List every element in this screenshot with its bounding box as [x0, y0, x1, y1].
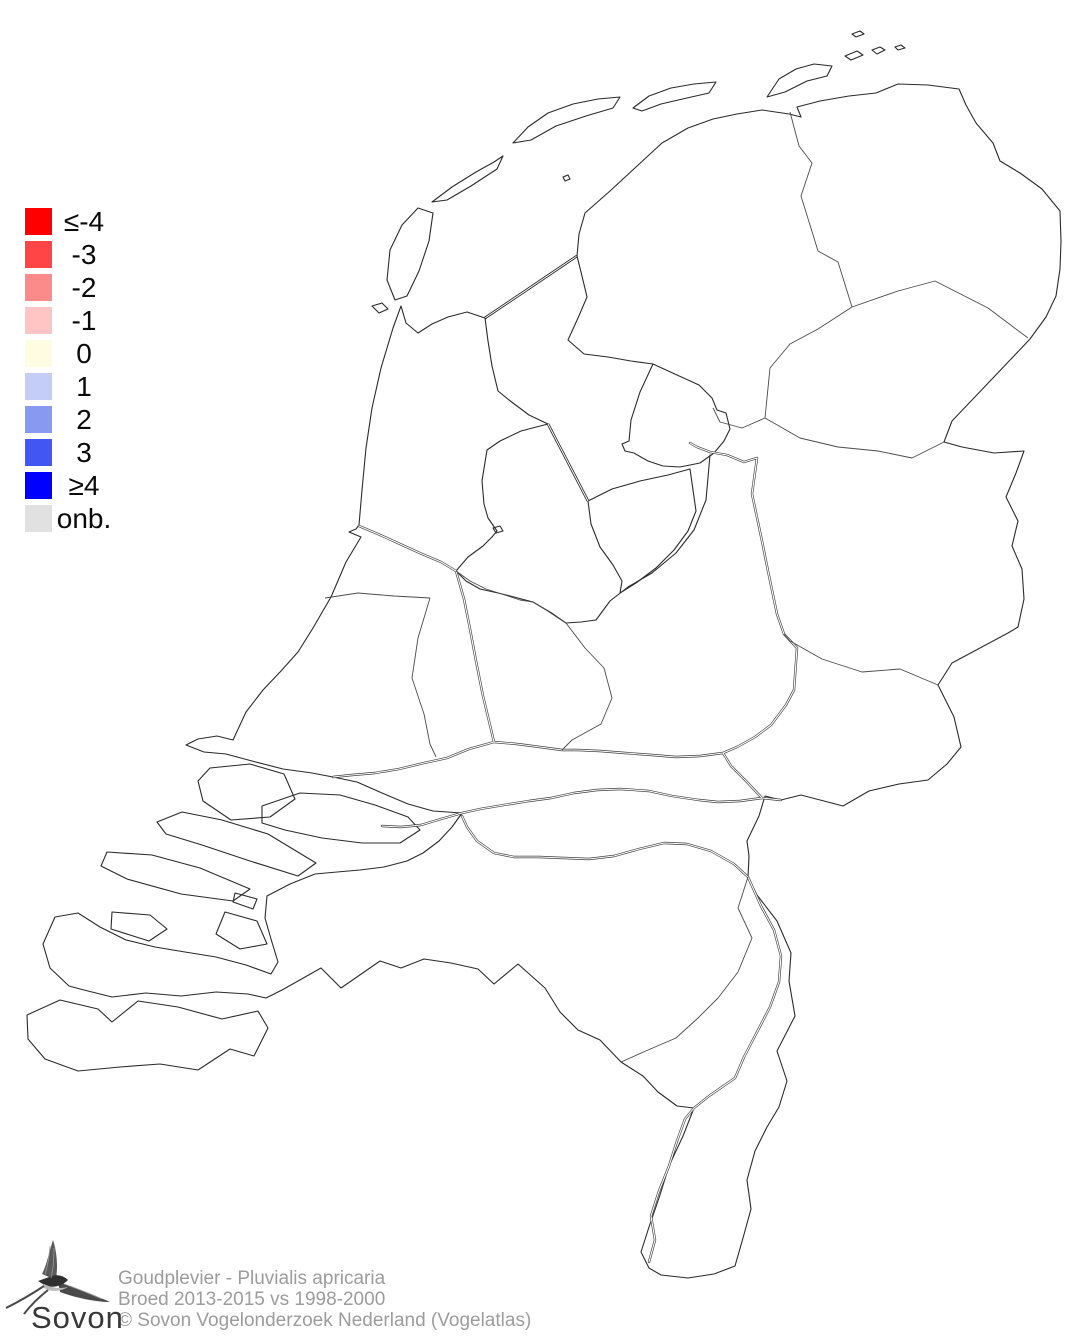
ijsselmeer-shoreline — [567, 255, 654, 365]
legend-label: 3 — [76, 436, 92, 468]
legend-color-swatch — [25, 307, 52, 334]
legend-color-swatch — [25, 472, 52, 499]
legend-label: onb. — [56, 502, 112, 534]
rivers — [331, 441, 799, 1264]
swallow-bird-icon — [5, 1240, 110, 1315]
legend-row: ≥4 — [25, 469, 116, 502]
province-borders — [324, 111, 1029, 1063]
legend-row: -3 — [25, 238, 116, 271]
zeeuws-vlaanderen-outline — [26, 999, 269, 1072]
legend-color-swatch — [25, 373, 52, 400]
legend-color-swatch — [25, 208, 52, 235]
rottum-islets — [844, 30, 906, 61]
schouwen-duiveland-island — [100, 851, 251, 902]
voorne-putten-island — [197, 763, 296, 821]
sint-philipsland-island — [232, 892, 258, 910]
noord-beveland-island — [110, 911, 168, 942]
legend-color-swatch — [25, 439, 52, 466]
vlieland-island — [431, 155, 504, 203]
legend-row: -2 — [25, 271, 116, 304]
caption-species: Goudplevier - Pluvialis apricaria — [118, 1268, 386, 1289]
hoeksche-waard-ijsselmonde-island — [261, 792, 421, 844]
caption-copyright: © Sovon Vogelonderzoek Nederland (Vogela… — [118, 1310, 532, 1331]
rivers-inner-stroke — [332, 442, 798, 1263]
afsluitdijk-dike-inner — [484, 255, 578, 319]
schiermonnikoog-island — [766, 63, 833, 98]
sovon-logo — [5, 1240, 110, 1315]
caption: Goudplevier - Pluvialis apricaria Broed … — [118, 1268, 531, 1331]
legend-row: -1 — [25, 304, 116, 337]
legend-label: -2 — [71, 271, 97, 303]
legend: ≤-4 -3 -2 -1 0 1 2 3 ≥4 onb. — [25, 205, 116, 535]
tholen-island — [215, 911, 268, 950]
legend-color-swatch — [25, 505, 52, 532]
marken-island — [492, 525, 504, 534]
legend-row: 3 — [25, 436, 116, 469]
legend-row: 0 — [25, 337, 116, 370]
legend-label: 0 — [76, 337, 92, 369]
houtribdijk-dike-inner — [547, 423, 589, 502]
legend-row: 2 — [25, 403, 116, 436]
legend-row: onb. — [25, 502, 116, 535]
goeree-overflakkee-island — [156, 811, 317, 877]
noorderhaaks-island — [371, 302, 389, 314]
legend-label: 1 — [76, 370, 92, 402]
legend-color-swatch — [25, 406, 52, 433]
rivers-outer-stroke — [331, 441, 799, 1264]
legend-color-swatch — [25, 274, 52, 301]
legend-label: ≥4 — [68, 469, 100, 501]
terschelling-island — [512, 96, 621, 144]
legend-label: 2 — [76, 403, 92, 435]
ameland-island — [632, 81, 717, 112]
caption-period: Broed 2013-2015 vs 1998-2000 — [118, 1289, 386, 1310]
randmeren-shoreline — [455, 317, 711, 624]
texel-island — [386, 207, 434, 301]
sovon-logo-text: Sovon — [31, 1300, 124, 1335]
legend-color-swatch — [25, 241, 52, 268]
griend-island — [562, 174, 571, 182]
legend-label: -1 — [71, 304, 97, 336]
flevoland-outline — [587, 468, 697, 594]
legend-color-swatch — [25, 340, 52, 367]
mainland-outline — [42, 83, 1062, 1279]
legend-row: 1 — [25, 370, 116, 403]
legend-label: -3 — [71, 238, 97, 270]
legend-label: ≤-4 — [63, 205, 105, 237]
noordoostpolder-outline — [621, 363, 731, 468]
legend-row: ≤-4 — [25, 205, 116, 238]
